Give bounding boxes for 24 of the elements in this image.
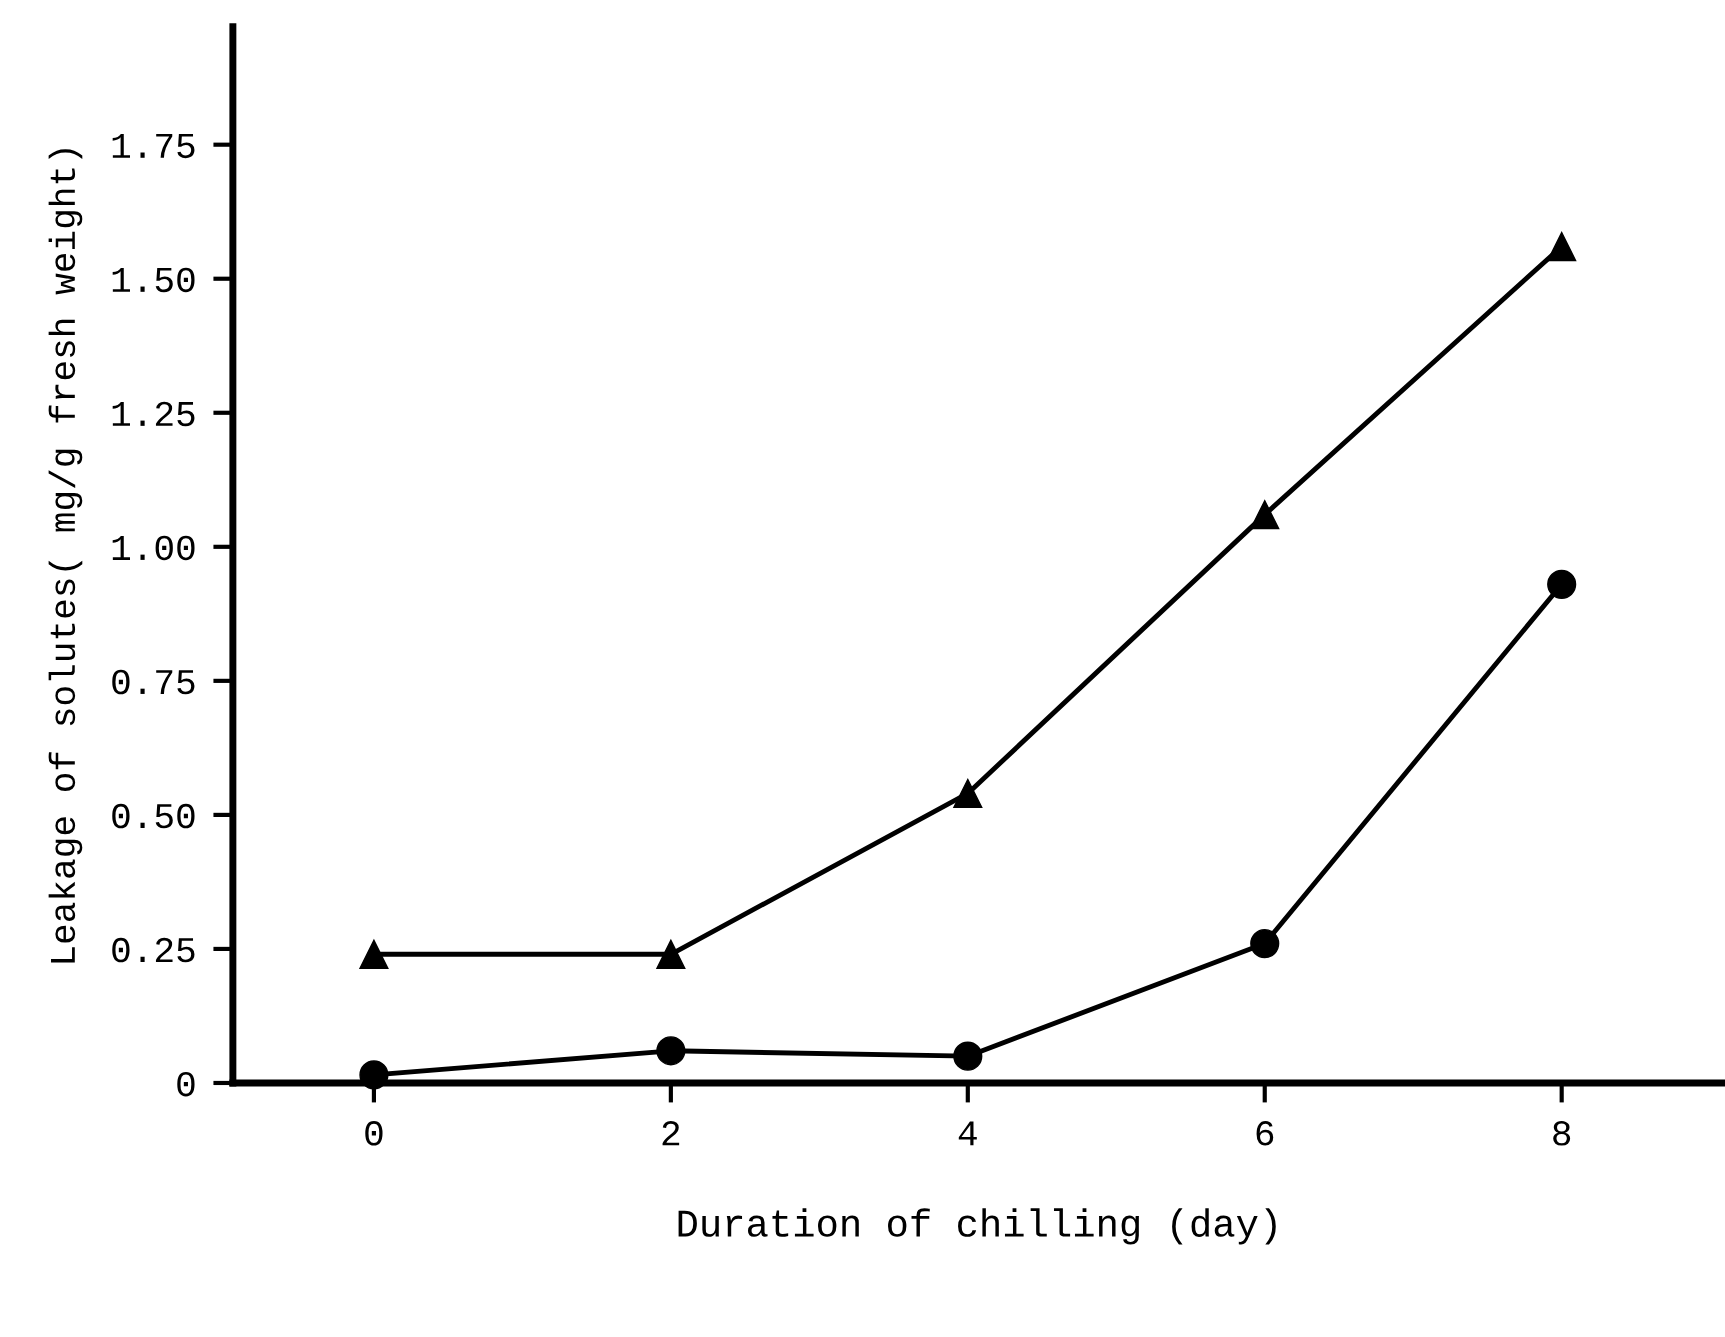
x-tick-label: 6 <box>1256 1121 1274 1146</box>
point <box>656 1036 686 1066</box>
y-tick-label: 0 <box>177 1071 195 1097</box>
y-tick-label: 0.75 <box>112 669 195 695</box>
y-tick-label: 1.50 <box>112 267 195 293</box>
point <box>1250 928 1280 959</box>
point <box>953 778 983 809</box>
x-tick-label: 2 <box>662 1121 680 1146</box>
point <box>1547 569 1577 599</box>
point <box>359 939 389 969</box>
x-tick-label: 4 <box>958 1121 977 1146</box>
point <box>1250 500 1280 530</box>
x-tick-label: 8 <box>1553 1121 1571 1146</box>
y-tick-label: 1.75 <box>112 133 195 159</box>
y-axis-title: Leakage of solutes( mg/g fresh weight) <box>48 149 83 963</box>
x-axis-title: Duration of chilling (day) <box>678 1208 1276 1245</box>
y-tick-label: 0.25 <box>112 937 195 963</box>
y-tick-label: 1.25 <box>112 401 195 427</box>
x-tick-label: 0 <box>365 1121 383 1146</box>
y-tick-label: 0.50 <box>112 803 195 829</box>
y-tick-label: 1.00 <box>112 535 195 561</box>
point <box>1547 231 1577 262</box>
point <box>953 1041 983 1071</box>
point <box>656 939 686 969</box>
